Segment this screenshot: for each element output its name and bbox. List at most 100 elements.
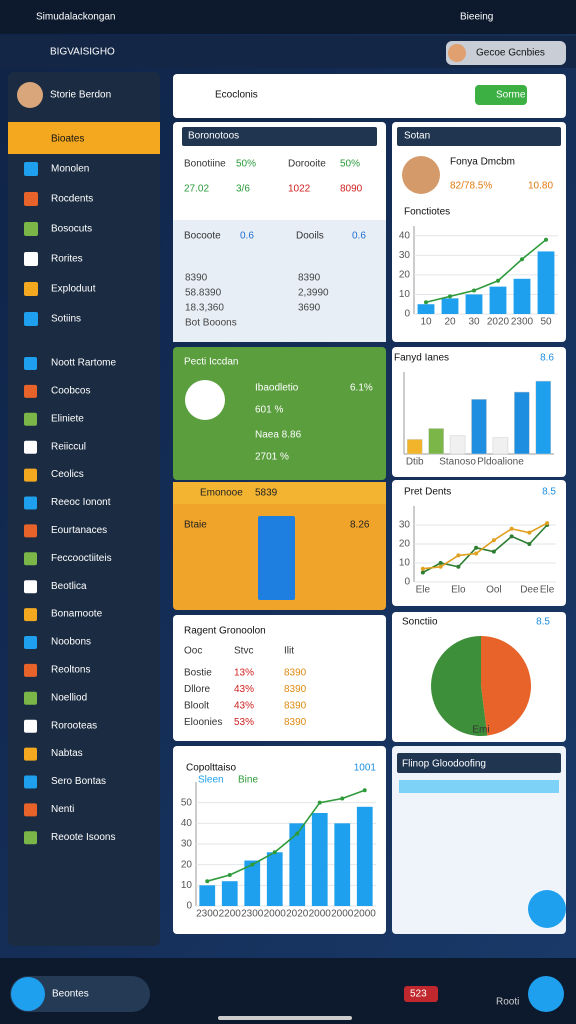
menu-item[interactable]: Reoote Isoons bbox=[51, 832, 116, 843]
bar bbox=[449, 435, 466, 455]
point bbox=[272, 850, 277, 855]
menu-item[interactable]: Nabtas bbox=[51, 748, 83, 759]
x-tick-label: Elo bbox=[451, 585, 466, 596]
user-name[interactable]: Gecoe Gcnbies bbox=[476, 48, 545, 59]
icon bbox=[24, 552, 37, 566]
menu-item[interactable]: Rocdents bbox=[51, 194, 93, 205]
icon bbox=[24, 282, 38, 296]
icon bbox=[24, 580, 37, 594]
series-line bbox=[422, 522, 548, 570]
x-tick-label: Stanoso bbox=[439, 457, 476, 468]
y-tick-label: 20 bbox=[181, 859, 193, 870]
point bbox=[509, 534, 514, 539]
fab[interactable] bbox=[528, 976, 564, 1012]
menu-item[interactable]: Reoltons bbox=[51, 665, 90, 676]
icon bbox=[24, 747, 37, 761]
menu-item[interactable]: Reiiccul bbox=[51, 441, 86, 452]
icon bbox=[24, 719, 37, 733]
menu-item[interactable]: Monolen bbox=[51, 164, 89, 175]
menu-item[interactable]: Beotlica bbox=[51, 581, 87, 592]
table-header: Stvc bbox=[234, 646, 253, 657]
user-chip[interactable] bbox=[446, 41, 566, 65]
table-cell: Bloolt bbox=[184, 701, 209, 712]
bar bbox=[492, 437, 509, 455]
table-cell: 8390 bbox=[284, 701, 307, 712]
menu-item[interactable]: Noobons bbox=[51, 637, 91, 648]
bar bbox=[513, 278, 531, 314]
y-tick-label: 40 bbox=[181, 818, 193, 829]
profile-name: Fonya Dmcbm bbox=[450, 157, 515, 168]
icon bbox=[24, 132, 38, 146]
menu-item[interactable]: Bonamoote bbox=[51, 609, 103, 620]
app-title: Simudalackongan bbox=[36, 12, 116, 23]
chart-badge: 8.5 bbox=[536, 617, 550, 628]
search[interactable]: Bieeing bbox=[460, 12, 493, 23]
series-line bbox=[207, 789, 366, 882]
point bbox=[520, 257, 524, 262]
menu-item[interactable]: Ceolics bbox=[51, 469, 84, 480]
icon bbox=[24, 312, 38, 326]
home-indicator bbox=[218, 1016, 352, 1020]
menu-item[interactable]: Nenti bbox=[51, 804, 74, 815]
point bbox=[496, 278, 500, 283]
button[interactable] bbox=[475, 85, 527, 105]
top-card bbox=[173, 74, 566, 118]
select[interactable] bbox=[10, 976, 150, 1012]
menu-item[interactable]: Rorooteas bbox=[51, 720, 97, 731]
stat-value: 3/6 bbox=[236, 184, 250, 195]
icon bbox=[24, 357, 37, 370]
icon bbox=[24, 162, 38, 176]
bar bbox=[537, 251, 555, 314]
icon bbox=[24, 775, 37, 789]
fab-add[interactable] bbox=[528, 890, 566, 928]
stat-figure: 8390 bbox=[185, 273, 208, 284]
menu-item[interactable]: Feccooctiiteis bbox=[51, 553, 112, 564]
menu-item[interactable]: Sotiins bbox=[51, 314, 81, 325]
menu-item[interactable]: Noelliod bbox=[51, 692, 87, 703]
point bbox=[544, 237, 548, 242]
card-title: Boronotoos bbox=[188, 131, 239, 142]
icon bbox=[24, 412, 37, 426]
menu-item[interactable]: Reeoc Ionont bbox=[51, 497, 111, 508]
y-tick-label: 50 bbox=[181, 797, 193, 808]
x-tick-label: 2300 bbox=[241, 909, 264, 920]
select-label[interactable]: Beontes bbox=[52, 989, 89, 1000]
chart-title: Fanyd Ianes bbox=[394, 353, 449, 364]
table-cell: 8390 bbox=[284, 717, 307, 728]
menu-item[interactable]: Sero Bontas bbox=[51, 776, 106, 787]
profile-value: 10.80 bbox=[528, 181, 553, 192]
icon bbox=[24, 803, 37, 817]
bar bbox=[417, 304, 435, 314]
icon bbox=[24, 192, 38, 206]
x-tick-label: Dee bbox=[520, 585, 539, 596]
pie-slice bbox=[431, 636, 488, 736]
table-cell: Eloonies bbox=[184, 717, 222, 728]
chart-title: Copolttaiso bbox=[186, 763, 236, 774]
menu-item[interactable]: Coobcos bbox=[51, 386, 90, 397]
button-label[interactable]: Sorme bbox=[496, 90, 526, 101]
table-cell: Dllore bbox=[184, 684, 211, 695]
table-cell: 43% bbox=[234, 701, 254, 712]
table-cell: Bostie bbox=[184, 668, 212, 679]
green-pie bbox=[185, 380, 225, 420]
menu-item[interactable]: Eliniete bbox=[51, 413, 84, 424]
menu-item[interactable]: Bosocuts bbox=[51, 224, 92, 235]
menu-item[interactable]: Eourtanaces bbox=[51, 525, 107, 536]
point bbox=[420, 566, 425, 571]
icon bbox=[24, 496, 37, 510]
menu-item[interactable]: Bioates bbox=[51, 134, 84, 145]
point bbox=[438, 561, 443, 565]
menu-item[interactable]: Rorites bbox=[51, 254, 83, 265]
point bbox=[362, 788, 367, 793]
chart-title: Pret Dents bbox=[404, 487, 451, 498]
select-icon[interactable] bbox=[11, 977, 45, 1011]
stat-label: 0.6 bbox=[352, 231, 366, 242]
x-tick-label: Ele bbox=[540, 585, 555, 596]
menu-item[interactable]: Noott Rartome bbox=[51, 358, 116, 369]
menu-item[interactable]: Exploduut bbox=[51, 284, 96, 295]
stat-value: 27.02 bbox=[184, 184, 209, 195]
bar bbox=[489, 286, 507, 314]
line-card bbox=[392, 480, 566, 606]
table-cell: 53% bbox=[234, 717, 254, 728]
card-title: Flinop Gloodoofing bbox=[402, 759, 486, 770]
